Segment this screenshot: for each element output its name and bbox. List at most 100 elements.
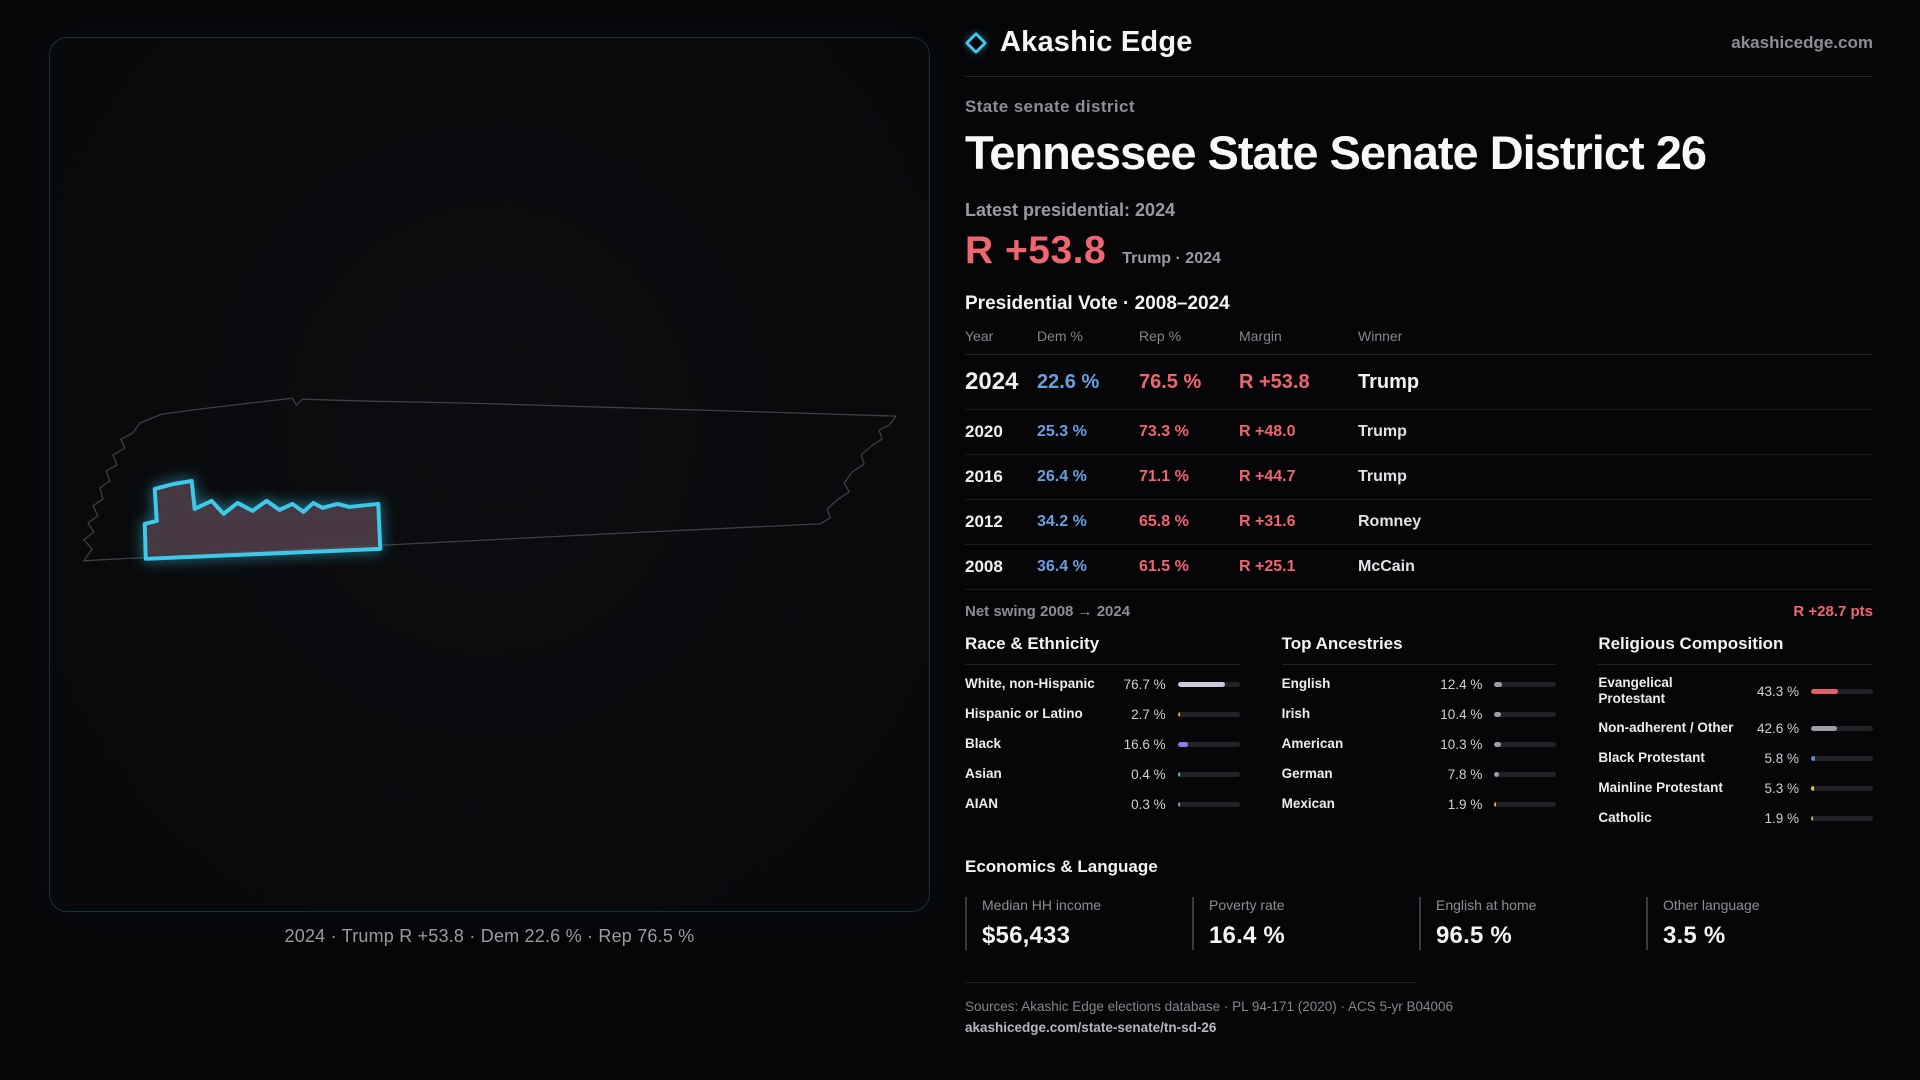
demo-row: Hispanic or Latino 2.7 %	[965, 699, 1240, 729]
demo-row: Black 16.6 %	[965, 729, 1240, 759]
cell-year: 2024	[965, 368, 1019, 395]
brand-header: Akashic Edge akashicedge.com	[964, 26, 1873, 77]
stat-label: Median HH income	[982, 897, 1102, 914]
stat-value: 16.4 %	[1209, 922, 1285, 950]
economics-title: Economics & Language	[965, 857, 1158, 877]
cell-winner: Trump	[1358, 468, 1407, 485]
brand-domain-link[interactable]: akashicedge.com	[1731, 32, 1873, 52]
demo-value: 16.6 %	[1123, 736, 1166, 752]
cell-margin: R +53.8	[1239, 370, 1310, 393]
demo-value: 1.9 %	[1764, 810, 1799, 826]
demo-label: American	[1281, 735, 1344, 751]
demo-bar	[1177, 771, 1240, 777]
col-margin: Margin	[1239, 328, 1282, 344]
demo-bar	[1810, 785, 1873, 791]
demo-bar	[1494, 681, 1557, 687]
headline-margin-sub: Trump · 2024	[1122, 250, 1221, 267]
district-26-shape	[142, 478, 383, 561]
net-swing-label: Net swing 2008 → 2024	[965, 603, 1131, 620]
state-outline-shape	[83, 397, 897, 562]
demo-row: Non-adherent / Other 42.6 %	[1598, 713, 1873, 743]
cell-rep: 71.1 %	[1139, 468, 1189, 485]
net-swing-value: R +28.7 pts	[1793, 603, 1873, 620]
cell-winner: Romney	[1358, 513, 1422, 530]
demo-label: Non-adherent / Other	[1598, 720, 1734, 736]
religion-column: Religious Composition Evangelical Protes…	[1598, 634, 1873, 833]
stat-median-income: Median HH income $56,433	[965, 897, 1182, 951]
district-kicker: State senate district	[965, 97, 1135, 116]
demo-row: White, non-Hispanic 76.7 %	[965, 669, 1240, 699]
demo-value: 0.4 %	[1131, 766, 1166, 782]
demo-bar	[1494, 801, 1557, 807]
table-row: 2024 22.6 % 76.5 % R +53.8 Trump	[965, 355, 1873, 410]
demo-bar	[1177, 741, 1240, 747]
table-row: 2012 34.2 % 65.8 % R +31.6 Romney	[965, 500, 1873, 545]
demo-row: Asian 0.4 %	[965, 759, 1240, 789]
stat-label: English at home	[1436, 897, 1537, 914]
economics-stats-row: Median HH income $56,433 Poverty rate 16…	[965, 897, 1873, 951]
stat-value: 96.5 %	[1436, 922, 1512, 950]
demo-row: American 10.3 %	[1282, 729, 1557, 759]
table-row: 2016 26.4 % 71.1 % R +44.7 Trump	[965, 455, 1873, 500]
cell-rep: 73.3 %	[1139, 423, 1189, 440]
demo-label: Mexican	[1281, 795, 1335, 811]
sources-text: Sources: Akashic Edge elections database…	[965, 999, 1454, 1015]
table-row: 2020 25.3 % 73.3 % R +48.0 Trump	[965, 410, 1873, 455]
demo-value: 42.6 %	[1756, 720, 1799, 736]
permalink-link[interactable]: akashicedge.com/state-senate/tn-sd-26	[965, 1020, 1217, 1036]
cell-rep: 61.5 %	[1139, 558, 1189, 575]
demo-value: 0.3 %	[1131, 796, 1166, 812]
tennessee-map	[83, 397, 897, 562]
cell-margin: R +48.0	[1239, 423, 1296, 440]
race-ethnicity-title: Race & Ethnicity	[965, 634, 1240, 665]
demo-value: 10.3 %	[1440, 736, 1483, 752]
col-dem: Dem %	[1037, 328, 1083, 344]
stat-label: Other language	[1663, 897, 1760, 914]
demo-value: 43.3 %	[1756, 683, 1799, 699]
demo-row: AIAN 0.3 %	[965, 789, 1240, 819]
demo-row: Mexican 1.9 %	[1282, 789, 1557, 819]
religion-title: Religious Composition	[1598, 634, 1873, 665]
cell-dem: 36.4 %	[1037, 558, 1087, 575]
cell-margin: R +25.1	[1239, 558, 1296, 575]
detail-panel: Akashic Edge akashicedge.com State senat…	[964, 26, 1873, 1035]
demo-value: 76.7 %	[1123, 676, 1166, 692]
footer: Sources: Akashic Edge elections database…	[965, 982, 1873, 1035]
demo-label: AIAN	[965, 795, 998, 811]
demo-bar	[1810, 755, 1873, 761]
demo-bar	[1494, 771, 1557, 777]
demo-value: 2.7 %	[1131, 706, 1166, 722]
demo-label: Black Protestant	[1598, 750, 1705, 766]
demo-label: Mainline Protestant	[1598, 780, 1723, 796]
demo-label: Irish	[1281, 705, 1311, 721]
brand-diamond-icon	[964, 31, 988, 54]
demo-bar	[1810, 725, 1873, 731]
demo-row: Catholic 1.9 %	[1598, 803, 1873, 833]
demo-label: English	[1281, 675, 1331, 691]
cell-margin: R +31.6	[1239, 513, 1296, 530]
cell-rep: 65.8 %	[1139, 513, 1189, 530]
cell-year: 2016	[965, 467, 1003, 486]
stat-other-language: Other language 3.5 %	[1646, 897, 1863, 951]
demo-label: Evangelical Protestant	[1598, 675, 1673, 707]
stat-value: 3.5 %	[1663, 922, 1726, 950]
cell-winner: McCain	[1358, 558, 1415, 575]
cell-year: 2008	[965, 557, 1003, 576]
col-rep: Rep %	[1139, 328, 1182, 344]
demo-label: Black	[965, 735, 1002, 751]
race-ethnicity-column: Race & Ethnicity White, non-Hispanic 76.…	[965, 634, 1240, 833]
demo-row: Mainline Protestant 5.3 %	[1598, 773, 1873, 803]
cell-dem: 26.4 %	[1037, 468, 1087, 485]
results-table-title: Presidential Vote · 2008–2024	[965, 293, 1230, 314]
demo-value: 12.4 %	[1440, 676, 1483, 692]
net-swing-row: Net swing 2008 → 2024 R +28.7 pts	[965, 590, 1873, 624]
demo-label: German	[1281, 765, 1333, 781]
demographics-section: Race & Ethnicity White, non-Hispanic 76.…	[965, 634, 1873, 833]
demo-row: Irish 10.4 %	[1282, 699, 1557, 729]
demo-value: 10.4 %	[1440, 706, 1483, 722]
demo-bar	[1494, 711, 1557, 717]
demo-label: White, non-Hispanic	[965, 675, 1095, 691]
latest-presidential-label: Latest presidential: 2024	[965, 200, 1176, 220]
col-year: Year	[965, 328, 994, 344]
cell-winner: Trump	[1358, 370, 1420, 393]
